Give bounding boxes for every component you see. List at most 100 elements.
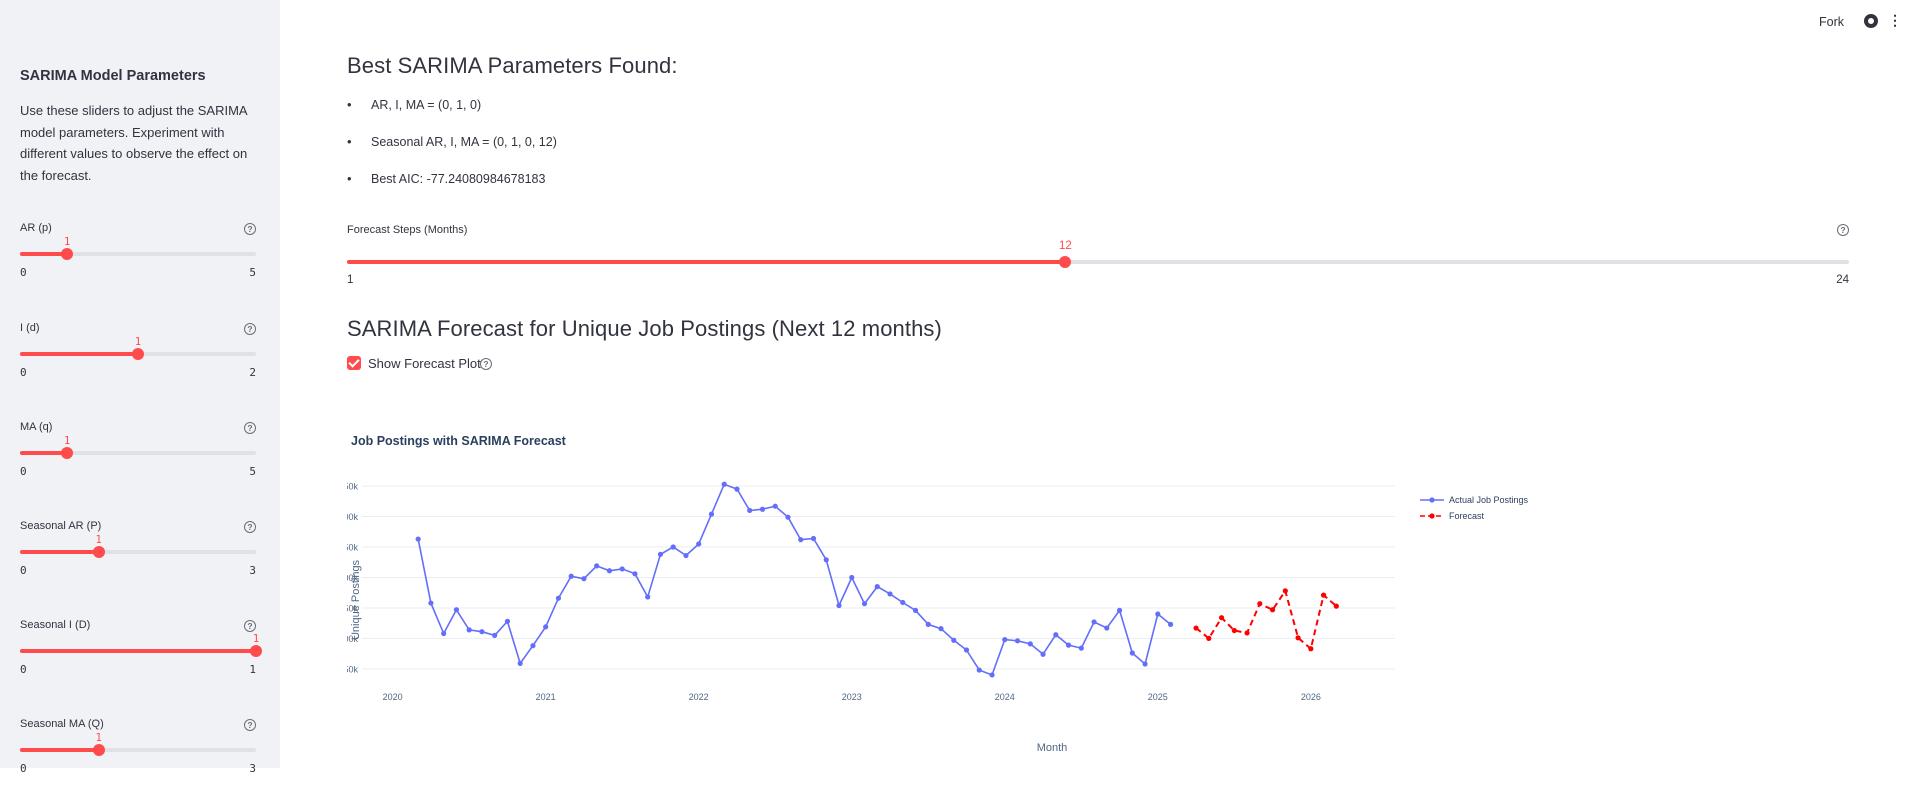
sidebar: SARIMA Model Parameters Use these slider… <box>0 0 280 775</box>
slider-track[interactable]: 1 <box>20 336 256 360</box>
y-tick-label: 350k <box>347 603 358 613</box>
forecast-chart: Job Postings with SARIMA Forecast 250k 30… <box>347 425 1867 765</box>
series-line <box>417 483 1172 677</box>
data-point <box>785 514 791 520</box>
help-icon[interactable]: ? <box>244 719 256 731</box>
slider-track[interactable]: 1 <box>20 236 256 260</box>
slider-ma-q[interactable]: MA (q) ? 1 0 5 <box>20 421 256 491</box>
slider-value: 1 <box>252 633 260 645</box>
y-tick-label: 550k <box>347 482 358 492</box>
data-point <box>657 551 664 557</box>
kebab-menu-icon[interactable]: ⋮ <box>1888 12 1902 28</box>
data-point <box>772 503 778 509</box>
slider-value: 1 <box>95 732 102 744</box>
slider-min: 0 <box>20 366 27 379</box>
slider-min: 0 <box>20 762 27 775</box>
data-point <box>1078 645 1084 651</box>
slider-max: 3 <box>249 564 256 577</box>
list-item: Best AIC: -77.24080984678183 <box>347 170 557 207</box>
data-point <box>1282 588 1288 594</box>
slider-max: 1 <box>249 663 256 676</box>
slider-min: 0 <box>20 465 27 478</box>
slider-fill <box>20 451 68 455</box>
slider-ar-p[interactable]: AR (p) ? 1 0 5 <box>20 222 256 292</box>
data-point <box>645 594 651 600</box>
slider-max: 2 <box>249 366 256 379</box>
slider-thumb[interactable] <box>61 447 74 459</box>
slider-label: I (d) <box>20 322 40 334</box>
slider-fill <box>20 352 138 356</box>
help-icon[interactable]: ? <box>480 358 492 370</box>
data-point <box>912 607 919 613</box>
data-point <box>1002 637 1008 643</box>
slider-thumb[interactable] <box>132 348 144 360</box>
data-point <box>1116 607 1123 613</box>
data-point <box>568 573 574 579</box>
x-tick-label: 2020 <box>383 692 403 702</box>
slider-track[interactable]: 1 <box>20 732 256 756</box>
help-icon[interactable]: ? <box>244 422 256 434</box>
data-point <box>555 595 562 601</box>
data-point <box>759 506 766 512</box>
slider-track[interactable]: 1 <box>20 435 256 459</box>
slider-max: 24 <box>1836 274 1849 286</box>
x-tick-label: 2025 <box>1148 692 1168 702</box>
slider-value: 1 <box>134 336 142 348</box>
data-point <box>441 630 447 637</box>
help-icon[interactable]: ? <box>244 521 256 533</box>
data-point <box>1333 603 1339 609</box>
slider-track[interactable]: 1 <box>20 534 256 558</box>
data-point <box>632 571 638 577</box>
slider-thumb[interactable] <box>250 645 262 657</box>
help-icon[interactable]: ? <box>244 323 256 335</box>
y-tick-label: 250k <box>347 664 358 674</box>
slider-fill <box>20 649 256 653</box>
data-point <box>670 544 676 550</box>
slider-track[interactable]: 12 <box>347 240 1849 268</box>
data-point <box>721 481 727 487</box>
sidebar-description: Use these sliders to adjust the SARIMA m… <box>20 103 248 183</box>
data-point <box>1218 615 1225 621</box>
help-icon[interactable]: ? <box>244 620 256 632</box>
slider-thumb[interactable] <box>92 744 105 756</box>
slider-value: 1 <box>64 435 71 447</box>
sidebar-title: SARIMA Model Parameters <box>20 68 206 84</box>
slider-track[interactable]: 1 <box>20 633 262 657</box>
slider-thumb[interactable] <box>61 248 74 260</box>
github-icon[interactable] <box>1864 14 1878 28</box>
checkbox-checked-icon[interactable] <box>347 356 361 370</box>
slider-min: 1 <box>347 274 354 286</box>
y-tick-label: 450k <box>347 543 358 553</box>
chart-series <box>415 481 1339 678</box>
series-line <box>1195 588 1337 651</box>
data-point <box>976 667 982 673</box>
slider-min: 0 <box>20 663 27 676</box>
slider-seasonal-i-d[interactable]: Seasonal I (D) ? 1 0 1 <box>20 619 262 689</box>
slider-thumb[interactable] <box>1059 256 1072 268</box>
slider-thumb[interactable] <box>92 546 105 558</box>
data-point <box>951 637 957 643</box>
checkbox-label: Show Forecast Plot <box>368 356 481 371</box>
slider-seasonal-ma-q[interactable]: Seasonal MA (Q) ? 1 0 3 <box>20 718 256 788</box>
chart-svg: Job Postings with SARIMA Forecast 250k 30… <box>347 434 1529 754</box>
help-icon[interactable]: ? <box>1837 224 1849 236</box>
data-point <box>1091 619 1097 625</box>
data-point <box>1308 646 1314 652</box>
data-point <box>963 647 970 653</box>
data-point <box>798 537 804 543</box>
data-point <box>874 584 880 590</box>
data-point <box>1155 611 1161 617</box>
chart-gridlines <box>362 485 1395 670</box>
slider-seasonal-ar-p[interactable]: Seasonal AR (P) ? 1 0 3 <box>20 520 256 590</box>
data-point <box>504 618 511 624</box>
data-point <box>581 576 587 582</box>
slider-i-d[interactable]: I (d) ? 1 0 2 <box>20 322 256 392</box>
fork-button[interactable]: Fork <box>1819 15 1844 29</box>
data-point <box>1257 601 1263 607</box>
forecast-steps-slider[interactable]: Forecast Steps (Months) ? 12 1 24 <box>347 222 1849 292</box>
help-icon[interactable]: ? <box>244 223 256 235</box>
chart-legend[interactable]: Actual Job Postings Forecast <box>1420 495 1529 521</box>
slider-max: 5 <box>249 465 256 478</box>
data-point <box>925 621 931 627</box>
slider-fill <box>20 550 99 554</box>
